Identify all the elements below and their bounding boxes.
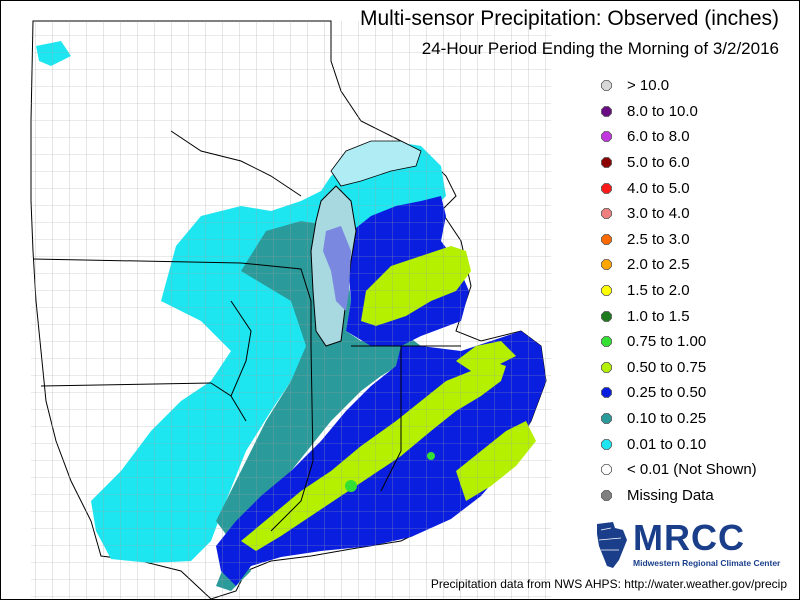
legend-item: 0.50 to 0.75 [601, 355, 797, 381]
map-subtitle: 24-Hour Period Ending the Morning of 3/2… [421, 39, 779, 58]
legend-swatch-icon [601, 259, 612, 271]
legend-label: 0.01 to 0.10 [627, 435, 707, 453]
legend-item: 1.0 to 1.5 [601, 303, 797, 329]
legend-label: 6.0 to 8.0 [627, 128, 690, 146]
legend-swatch-icon [601, 157, 612, 168]
legend-item: > 10.0 [601, 73, 797, 99]
legend-item: 0.25 to 0.50 [601, 380, 797, 406]
legend-swatch-icon [601, 233, 612, 245]
legend-label: 2.5 to 3.0 [627, 230, 690, 248]
legend-swatch-icon [601, 438, 612, 450]
legend-label: 5.0 to 6.0 [627, 154, 690, 172]
legend-label: 1.5 to 2.0 [627, 282, 690, 300]
legend-item: 3.0 to 4.0 [601, 201, 797, 227]
legend-swatch-icon [601, 413, 612, 424]
legend-label: Missing Data [627, 486, 714, 504]
legend-label: < 0.01 (Not Shown) [627, 461, 757, 479]
legend-item: 1.5 to 2.0 [601, 278, 797, 304]
lake-michigan-purple [323, 226, 351, 311]
legend-label: 0.25 to 0.50 [627, 384, 707, 402]
legend-item: 0.01 to 0.10 [601, 431, 797, 457]
legend-item: 4.0 to 5.0 [601, 175, 797, 201]
legend-item: 6.0 to 8.0 [601, 124, 797, 150]
legend-item: < 0.01 (Not Shown) [601, 457, 797, 483]
data-source-footer: Precipitation data from NWS AHPS: http:/… [430, 577, 787, 591]
legend-swatch-icon [601, 208, 612, 220]
legend-label: 0.10 to 0.25 [627, 410, 707, 428]
legend-swatch-icon [601, 310, 612, 322]
legend-label: 0.75 to 1.00 [627, 333, 707, 351]
legend-swatch-icon [601, 464, 612, 476]
logo-name: MRCC [633, 517, 745, 558]
legend-swatch-icon [601, 80, 612, 92]
legend-item: 0.75 to 1.00 [601, 329, 797, 355]
legend-swatch-icon [601, 182, 612, 194]
legend: > 10.0 8.0 to 10.0 6.0 to 8.0 5.0 to 6.0 4.0… [601, 73, 797, 508]
logo-subtitle: Midwestern Regional Climate Center [633, 558, 781, 568]
legend-swatch-icon [601, 285, 612, 296]
legend-label: 1.0 to 1.5 [627, 307, 690, 325]
legend-item: 0.10 to 0.25 [601, 406, 797, 432]
state-borders [32, 130, 461, 532]
legend-item: 2.0 to 2.5 [601, 252, 797, 278]
map-title: Multi-sensor Precipitation: Observed (in… [360, 7, 779, 30]
county-grid-overlay [31, 21, 551, 599]
lake-superior [330, 140, 422, 187]
midwest-region-icon [597, 522, 627, 568]
legend-swatch-icon [601, 131, 612, 143]
legend-item: 2.5 to 3.0 [601, 227, 797, 253]
legend-label: 3.0 to 4.0 [627, 205, 690, 223]
legend-label: 2.0 to 2.5 [627, 256, 690, 274]
legend-item: 8.0 to 10.0 [601, 99, 797, 125]
legend-swatch-icon [601, 387, 612, 399]
legend-label: 8.0 to 10.0 [627, 102, 698, 120]
legend-label: > 10.0 [627, 77, 670, 95]
mrcc-logo: MRCC Midwestern Regional Climate Center [593, 516, 781, 574]
legend-item: 5.0 to 6.0 [601, 150, 797, 176]
legend-label: 4.0 to 5.0 [627, 179, 690, 197]
legend-swatch-icon [601, 361, 612, 373]
legend-item: Missing Data [601, 483, 797, 509]
legend-swatch-icon [601, 336, 612, 348]
legend-swatch-icon [601, 105, 612, 117]
legend-label: 0.50 to 0.75 [627, 358, 707, 376]
legend-swatch-icon [601, 489, 612, 501]
